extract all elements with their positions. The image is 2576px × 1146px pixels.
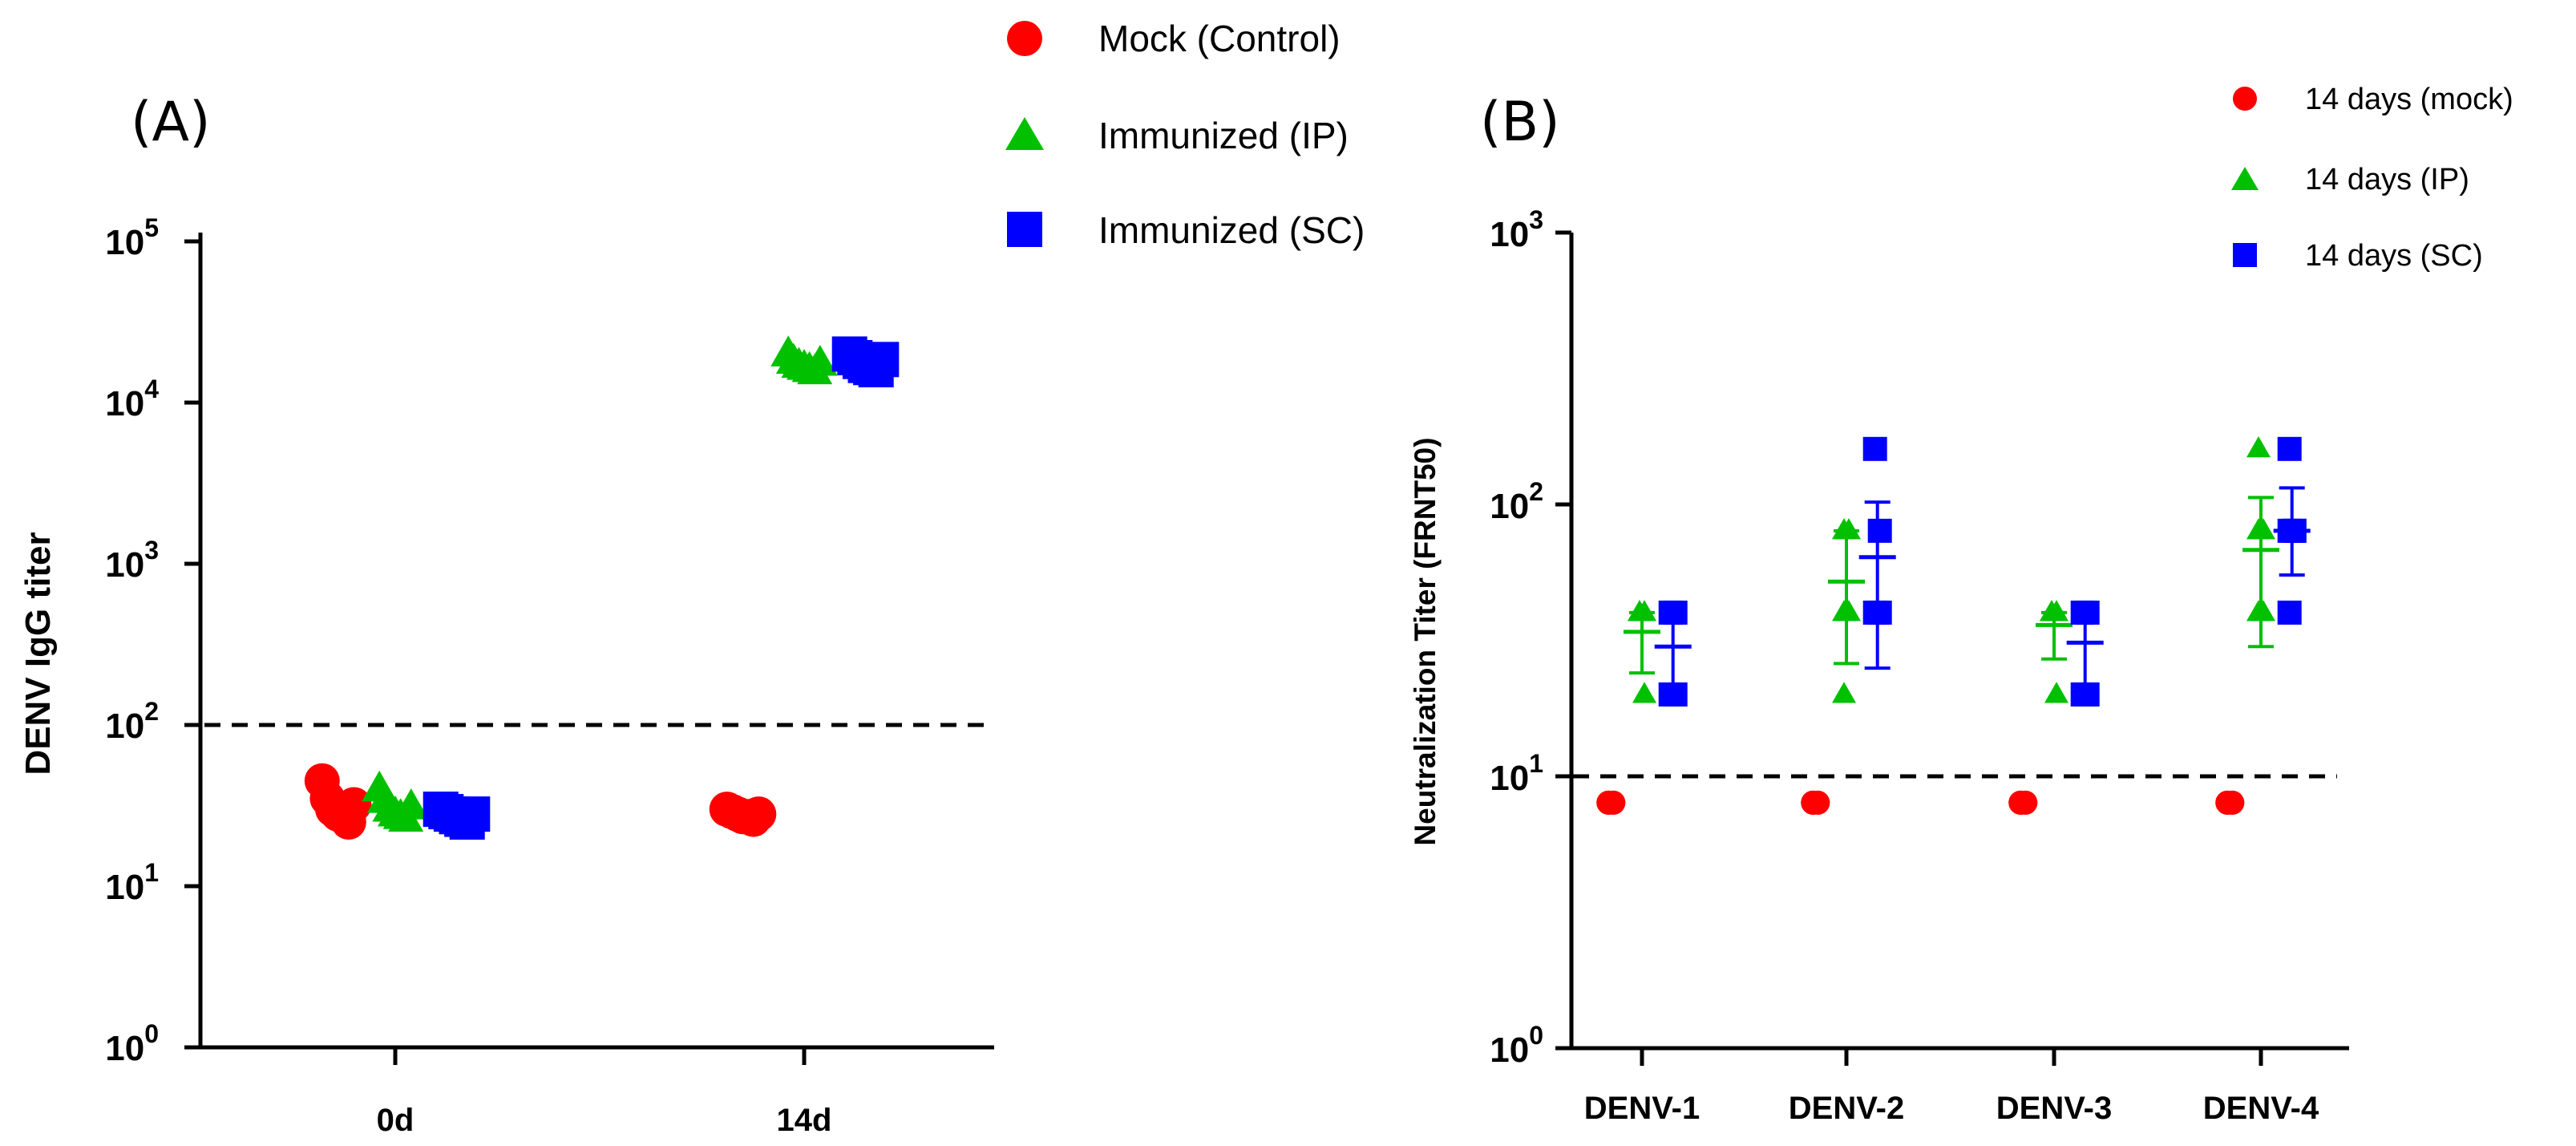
legend-circle-marker (2233, 87, 2257, 111)
series-group (2008, 790, 2038, 815)
legend-square-marker (1007, 212, 1042, 247)
panel-b-legend: 14 days (mock) 14 days (IP) 14 days (SC) (2231, 83, 2513, 273)
panel-b: (B) Neutralization Titer (FRNT50) 100 10… (1409, 83, 2513, 1126)
series-group (304, 763, 372, 840)
data-point (1837, 600, 1861, 622)
panel-a-xtick-label-14d: 14d (777, 1103, 832, 1138)
panel-b-ytick-label: 102 (1490, 477, 1543, 526)
panel-a-ytick-label: 103 (105, 536, 159, 585)
panel-b-y-axis-label: Neutralization Titer (FRNT50) (1409, 437, 1442, 845)
panel-a-xtick-label-0d: 0d (377, 1103, 415, 1138)
series-group (423, 792, 491, 840)
data-point (1596, 790, 1621, 815)
data-point (2277, 436, 2302, 461)
data-point (2246, 436, 2271, 458)
data-point (2277, 600, 2302, 625)
data-point (1867, 518, 1892, 543)
series-group (1654, 600, 1692, 707)
panel-a: (A) DENV IgG titer 100 101 102 103 104 1… (18, 18, 1365, 1138)
panel-a-ytick-label: 105 (105, 213, 159, 262)
panel-b-xtick-label-denv4: DENV-4 (2203, 1091, 2319, 1126)
legend-square-marker (2233, 243, 2257, 267)
panel-a-ytick-label: 100 (105, 1019, 159, 1068)
data-point (1663, 682, 1688, 707)
series-group (2036, 600, 2073, 703)
data-point (1867, 600, 1892, 625)
data-point (1628, 600, 1652, 622)
legend-triangle-marker (2231, 167, 2259, 190)
series-group (2215, 790, 2245, 815)
data-point (1801, 790, 1826, 815)
series-group (1858, 436, 1896, 670)
series-group (831, 336, 900, 387)
panel-b-y-tick-labels: 100 101 102 103 (1490, 205, 1543, 1070)
panel-b-label: (B) (1480, 91, 1560, 154)
panel-a-label: (A) (131, 91, 211, 154)
legend-circle-marker (1007, 21, 1042, 56)
panel-a-legend-ip: Immunized (IP) (1098, 115, 1349, 156)
series-group (2066, 600, 2104, 707)
panel-a-legend-mock: Mock (Control) (1098, 18, 1341, 59)
panel-a-legend-sc: Immunized (SC) (1098, 209, 1365, 251)
data-point (1632, 682, 1656, 703)
data-point (2044, 682, 2068, 703)
data-point (336, 787, 372, 823)
data-point (2008, 790, 2033, 815)
series-group (1828, 518, 1865, 703)
panel-a-y-tick-labels: 100 101 102 103 104 105 (105, 213, 159, 1068)
panel-b-xtick-label-denv3: DENV-3 (1996, 1091, 2113, 1126)
panel-a-ytick-label: 104 (105, 375, 159, 423)
series-group (770, 335, 838, 385)
series-group (1624, 600, 1660, 703)
data-point (1663, 600, 1688, 625)
panel-b-ytick-label: 103 (1490, 205, 1543, 254)
panel-a-plot (184, 233, 994, 1065)
data-point (2075, 682, 2100, 707)
series-group (2242, 436, 2279, 649)
series-group (2273, 436, 2311, 625)
legend-triangle-marker (1005, 117, 1044, 150)
series-group (1596, 790, 1626, 815)
panel-a-ytick-label: 101 (105, 858, 159, 907)
series-group (1801, 790, 1830, 815)
data-point (2040, 600, 2064, 622)
panel-b-plot (1555, 230, 2349, 1066)
data-point (393, 788, 429, 820)
data-point (1837, 518, 1861, 540)
data-point (1832, 682, 1856, 703)
panel-b-legend-ip: 14 days (IP) (2305, 163, 2469, 196)
series-group (362, 770, 429, 832)
panel-b-legend-sc: 14 days (SC) (2305, 239, 2483, 273)
panel-b-xtick-label-denv2: DENV-2 (1789, 1091, 1905, 1126)
data-point (1862, 436, 1887, 461)
data-point (2246, 518, 2271, 540)
panel-b-ytick-label: 101 (1490, 749, 1543, 798)
data-point (2075, 600, 2100, 625)
panel-b-xtick-label-denv1: DENV-1 (1584, 1091, 1700, 1126)
panel-b-legend-mock: 14 days (mock) (2305, 83, 2513, 116)
panel-a-y-axis-label: DENV IgG titer (18, 532, 58, 775)
data-point (802, 345, 838, 376)
series-group (709, 792, 777, 837)
panel-b-ytick-label: 100 (1490, 1021, 1543, 1070)
data-point (2246, 600, 2271, 622)
panel-a-ytick-label: 102 (105, 697, 159, 746)
data-point (2215, 790, 2240, 815)
panel-a-legend: Mock (Control) Immunized (IP) Immunized … (1005, 18, 1365, 251)
